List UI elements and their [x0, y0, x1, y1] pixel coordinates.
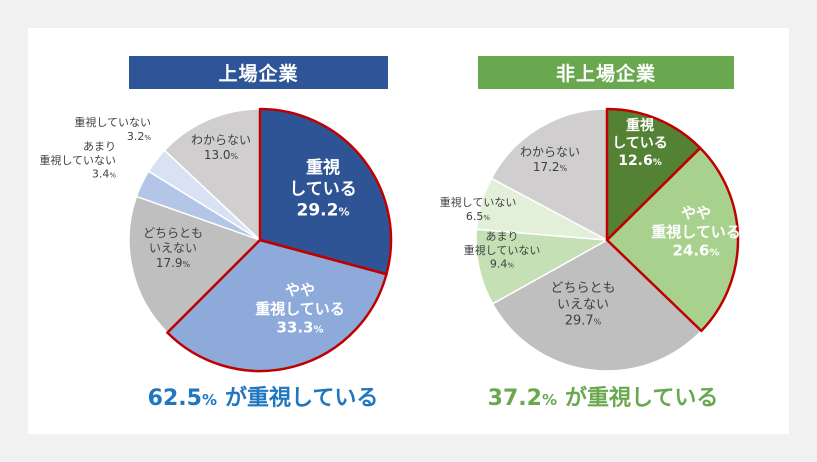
- listed-summary: 62.5 % が重視している: [118, 380, 408, 420]
- unlisted-summary-number: 37.2: [487, 386, 542, 411]
- unlisted-slice-0-highlight-border: [605, 107, 702, 242]
- unlisted-summary: 37.2 % が重視している: [458, 380, 748, 420]
- listed-slice-3-label: あまり重視していない 3.4%: [39, 140, 116, 181]
- unlisted-slice-3: [475, 228, 610, 305]
- pie-charts-canvas: 重視している 29.2% やや重視している 33.3% どちらともいえない 17.9% あま…: [39, 107, 741, 373]
- unlisted-pie-chart: 重視している 12.6% やや重視している 24.6% どちらともいえない 29.7%あま…: [440, 107, 741, 372]
- unlisted-companies-header: 非上場企業: [478, 56, 734, 89]
- listed-slice-1-highlight-border: [166, 238, 388, 373]
- listed-slice-2: [128, 195, 262, 334]
- unlisted-slice-1-label: やや重視している 24.6%: [651, 204, 741, 260]
- unlisted-summary-text: が重視している: [564, 386, 719, 411]
- listed-slice-4-label: 重視していない 3.2%: [74, 115, 151, 143]
- unlisted-summary-unit: %: [541, 391, 557, 409]
- listed-slice-2-label: どちらともいえない 17.9%: [143, 226, 203, 270]
- listed-summary-text: が重視している: [224, 386, 379, 411]
- unlisted-slice-4-label: 重視していない 6.5%: [440, 195, 517, 223]
- unlisted-slice-0-label: 重視している 12.6%: [612, 117, 668, 169]
- chart-panel: 上場企業 非上場企業 重視している 29.2% やや重視している 33.3% どちらとも…: [28, 28, 789, 434]
- listed-slice-0-label: 重視している 29.2%: [289, 157, 357, 221]
- unlisted-slice-5: [490, 108, 608, 242]
- listed-companies-header: 上場企業: [129, 56, 388, 89]
- unlisted-slice-3-label: あまり重視していない 9.4%: [464, 230, 541, 271]
- listed-summary-number: 62.5: [147, 386, 202, 411]
- unlisted-slice-2: [491, 239, 703, 372]
- unlisted-slice-5-label: わからない 17.2%: [520, 145, 580, 174]
- listed-slice-1-label: やや重視している 33.3%: [255, 281, 345, 337]
- listed-slice-5: [163, 108, 261, 242]
- listed-pie-chart: 重視している 29.2% やや重視している 33.3% どちらともいえない 17.9% あま…: [39, 107, 393, 373]
- listed-slice-5-label: わからない 13.0%: [191, 133, 251, 162]
- unlisted-slice-2-label: どちらともいえない 29.7%: [550, 281, 615, 329]
- unlisted-slice-1-highlight-border: [605, 146, 740, 333]
- listed-summary-unit: %: [201, 391, 217, 409]
- listed-slice-0-highlight-border: [258, 107, 393, 276]
